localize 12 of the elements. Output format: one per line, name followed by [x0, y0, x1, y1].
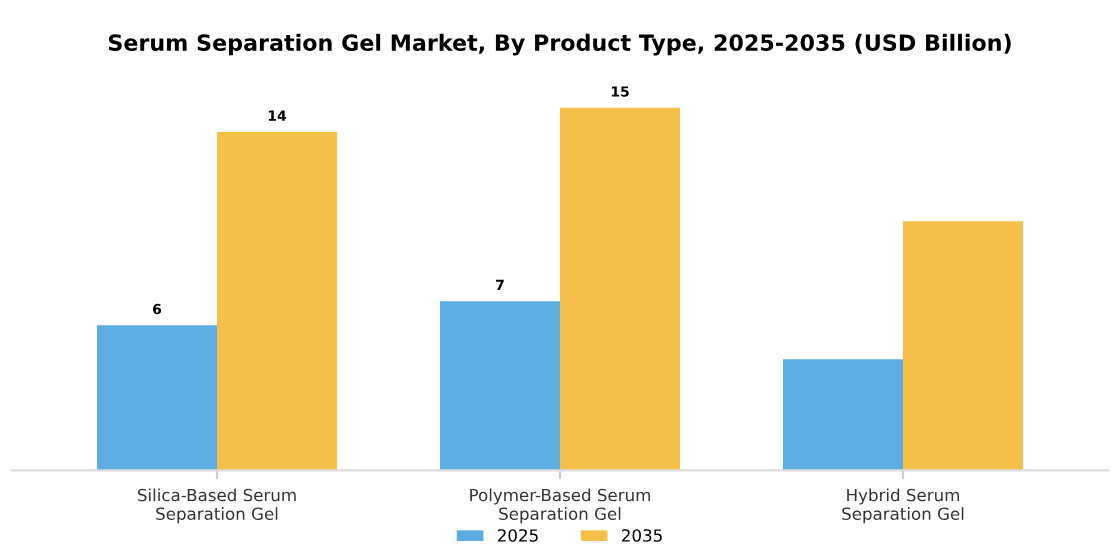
bar — [560, 107, 681, 471]
bar — [782, 359, 903, 471]
legend-label: 2035 — [622, 529, 662, 542]
legend-label: 2025 — [497, 529, 538, 542]
x-tick-label: Silica-Based Serum Separation Gel — [138, 488, 296, 524]
bar — [439, 301, 560, 471]
x-tick-label: Hybrid Serum Separation Gel — [842, 488, 964, 524]
x-tick-label: Polymer-Based Serum Separation Gel — [470, 488, 650, 524]
bar — [96, 325, 217, 471]
chart-title: Serum Separation Gel Market, By Product Type, 2025-2035 (USD Billion) — [108, 33, 1011, 56]
bar — [903, 221, 1024, 471]
bar — [217, 131, 338, 471]
